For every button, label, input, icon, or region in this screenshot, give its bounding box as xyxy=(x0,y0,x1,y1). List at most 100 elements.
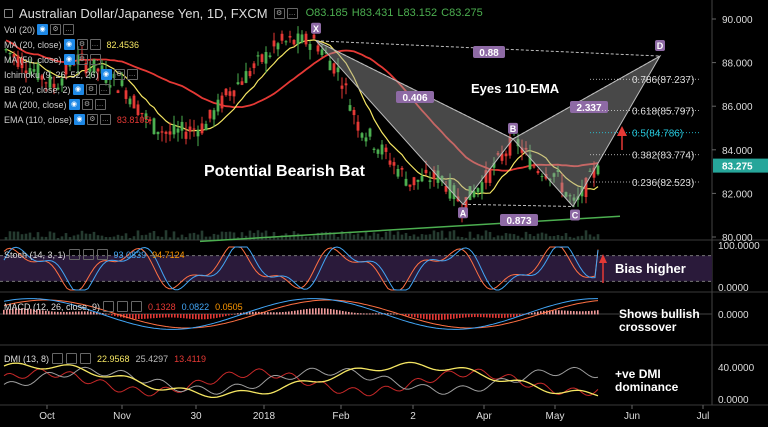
symbol-title[interactable]: Australian Dollar/Japanese Yen, 1D, FXCM xyxy=(19,5,268,21)
macd-histogram-bar xyxy=(141,314,143,319)
candle-body xyxy=(412,177,416,186)
volume-bar xyxy=(584,230,588,240)
candle-body xyxy=(188,126,192,132)
volume-bar xyxy=(588,234,592,240)
macd-histogram-bar xyxy=(339,310,341,315)
macd-histogram-bar xyxy=(3,309,5,315)
settings-icon[interactable]: ⚙ xyxy=(76,54,88,65)
visibility-icon[interactable]: ◉ xyxy=(68,99,80,110)
macd-histogram-bar xyxy=(165,314,167,318)
volume-bar xyxy=(276,237,280,240)
settings-icon[interactable]: ⚙ xyxy=(81,99,93,110)
more-icon[interactable]: … xyxy=(98,84,110,95)
more-icon[interactable]: … xyxy=(126,69,138,80)
volume-bar xyxy=(452,230,456,240)
more-icon[interactable] xyxy=(80,353,92,364)
macd-histogram-bar xyxy=(564,310,566,315)
pattern-ratio-badge xyxy=(570,101,608,113)
more-icon[interactable] xyxy=(131,301,143,312)
visibility-icon[interactable]: ◉ xyxy=(73,114,85,125)
volume-bar xyxy=(200,230,204,240)
visibility-icon[interactable] xyxy=(66,353,78,364)
candle-body xyxy=(416,179,420,182)
support-trendline xyxy=(199,215,621,243)
macd-histogram-bar xyxy=(9,308,11,315)
settings-icon[interactable]: ⚙ xyxy=(50,24,62,35)
visibility-icon[interactable] xyxy=(82,249,94,260)
candle-body xyxy=(316,45,320,52)
more-icon[interactable]: … xyxy=(94,99,106,110)
macd-histogram-bar xyxy=(327,308,329,315)
macd-histogram-bar xyxy=(405,314,407,316)
settings-icon[interactable]: ⚙ xyxy=(85,84,97,95)
volume-bar xyxy=(308,236,312,240)
candle-body xyxy=(140,112,144,115)
pattern-point-badge xyxy=(458,207,468,219)
visibility-icon[interactable]: ◉ xyxy=(63,39,75,50)
volume-bar xyxy=(532,236,536,240)
settings-icon[interactable]: ⚙ xyxy=(86,114,98,125)
more-icon[interactable]: … xyxy=(63,24,75,35)
indicator-name: Vol (20) xyxy=(4,24,36,35)
collapse-icon[interactable] xyxy=(4,8,13,18)
candle-body xyxy=(192,128,196,130)
candle-body xyxy=(64,62,68,75)
more-icon[interactable]: … xyxy=(89,39,101,50)
macd-annotation: Shows bullish crossover xyxy=(619,308,700,334)
time-tick-label: 30 xyxy=(190,411,202,422)
visibility-icon[interactable]: ◉ xyxy=(37,24,49,35)
settings-icon[interactable] xyxy=(68,249,80,260)
pattern-point-badge xyxy=(655,40,665,52)
more-icon[interactable] xyxy=(96,249,108,260)
macd-histogram-bar xyxy=(195,314,197,320)
settings-icon[interactable] xyxy=(103,301,115,312)
volume-bar xyxy=(104,237,108,240)
time-tick-label: May xyxy=(546,411,565,422)
visibility-icon[interactable]: ◉ xyxy=(100,69,112,80)
pattern-point-badge xyxy=(311,22,321,34)
candle-body xyxy=(588,170,592,172)
volume-bar xyxy=(16,231,20,240)
more-icon[interactable]: … xyxy=(99,114,111,125)
visibility-icon[interactable] xyxy=(117,301,129,312)
settings-icon[interactable]: ⚙ xyxy=(76,39,88,50)
volume-bar xyxy=(256,230,260,240)
candle-body xyxy=(204,123,208,131)
volume-bar xyxy=(324,231,328,240)
visibility-icon[interactable]: ◉ xyxy=(63,54,75,65)
volume-bar xyxy=(264,230,268,240)
macd-histogram-bar xyxy=(210,314,212,319)
macd-histogram-bar xyxy=(483,314,485,318)
macd-histogram-bar xyxy=(213,314,215,319)
more-icon[interactable]: … xyxy=(286,7,298,19)
price-tick-label: 88.000 xyxy=(722,59,753,70)
settings-icon[interactable]: ⚙ xyxy=(113,69,125,80)
macd-histogram-bar xyxy=(159,314,161,318)
visibility-icon[interactable]: ◉ xyxy=(72,84,84,95)
candle-body xyxy=(428,180,432,183)
macd-histogram-bar xyxy=(21,308,23,315)
volume-bar xyxy=(448,231,452,240)
volume-bar xyxy=(140,235,144,240)
volume-bar xyxy=(332,232,336,240)
more-icon[interactable]: … xyxy=(89,54,101,65)
dmi-tick-label: 0.0000 xyxy=(718,395,749,406)
candle-body xyxy=(472,190,476,198)
macd-histogram-bar xyxy=(186,314,188,319)
settings-icon[interactable]: ⚙ xyxy=(273,7,285,19)
volume-bar xyxy=(460,237,464,240)
volume-bar xyxy=(556,235,560,240)
macd-histogram-bar xyxy=(465,314,467,318)
volume-bar xyxy=(440,230,444,240)
macd-histogram-bar xyxy=(393,313,395,315)
volume-bar xyxy=(12,231,16,240)
macd-histogram-bar xyxy=(240,312,242,315)
volume-bar xyxy=(296,233,300,240)
macd-histogram-bar xyxy=(255,311,257,315)
settings-icon[interactable] xyxy=(52,353,64,364)
macd-histogram-bar xyxy=(237,313,239,315)
macd-histogram-bar xyxy=(594,310,596,315)
candle-body xyxy=(144,113,148,120)
macd-histogram-bar xyxy=(168,314,170,318)
